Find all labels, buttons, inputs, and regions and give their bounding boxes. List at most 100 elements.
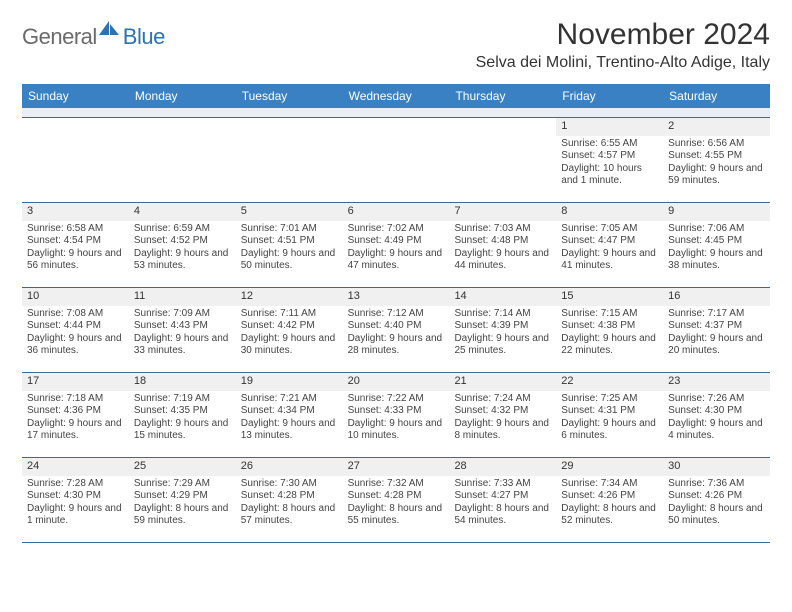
sunset-text: Sunset: 4:44 PM bbox=[27, 320, 124, 333]
day-cell: 7 Sunrise: 7:03 AMSunset: 4:48 PMDaylight… bbox=[449, 203, 556, 287]
sunrise-text: Sunrise: 7:14 AM bbox=[454, 308, 551, 321]
daylight-text: Daylight: 9 hours and 25 minutes. bbox=[454, 333, 551, 358]
daylight-text: Daylight: 9 hours and 4 minutes. bbox=[668, 418, 765, 443]
sunset-text: Sunset: 4:28 PM bbox=[348, 490, 445, 503]
daylight-text: Daylight: 9 hours and 56 minutes. bbox=[27, 248, 124, 273]
day-cell: 1 Sunrise: 6:55 AMSunset: 4:57 PMDaylight… bbox=[556, 118, 663, 202]
day-info: Sunrise: 7:26 AMSunset: 4:30 PMDaylight:… bbox=[668, 393, 765, 443]
day-info: Sunrise: 7:36 AMSunset: 4:26 PMDaylight:… bbox=[668, 478, 765, 528]
day-info: Sunrise: 7:03 AMSunset: 4:48 PMDaylight:… bbox=[454, 223, 551, 273]
sunrise-text: Sunrise: 7:26 AM bbox=[668, 393, 765, 406]
day-info: Sunrise: 7:11 AMSunset: 4:42 PMDaylight:… bbox=[241, 308, 338, 358]
daylight-text: Daylight: 8 hours and 52 minutes. bbox=[561, 503, 658, 528]
day-info: Sunrise: 7:24 AMSunset: 4:32 PMDaylight:… bbox=[454, 393, 551, 443]
day-info: Sunrise: 7:05 AMSunset: 4:47 PMDaylight:… bbox=[561, 223, 658, 273]
sunset-text: Sunset: 4:32 PM bbox=[454, 405, 551, 418]
day-number bbox=[449, 118, 556, 122]
day-cell: 2Sunrise: 6:56 AMSunset: 4:55 PMDaylight… bbox=[663, 118, 770, 202]
day-number: 19 bbox=[236, 373, 343, 391]
sunset-text: Sunset: 4:43 PM bbox=[134, 320, 231, 333]
day-info: Sunrise: 7:29 AMSunset: 4:29 PMDaylight:… bbox=[134, 478, 231, 528]
brand-logo: General Blue bbox=[22, 18, 165, 50]
week-row: 10Sunrise: 7:08 AMSunset: 4:44 PMDayligh… bbox=[22, 288, 770, 373]
sunrise-text: Sunrise: 7:30 AM bbox=[241, 478, 338, 491]
sunrise-text: Sunrise: 6:59 AM bbox=[134, 223, 231, 236]
daylight-text: Daylight: 9 hours and 33 minutes. bbox=[134, 333, 231, 358]
sunset-text: Sunset: 4:39 PM bbox=[454, 320, 551, 333]
page-header: General Blue November 2024 Selva dei Mol… bbox=[22, 18, 770, 72]
day-number: 4 bbox=[129, 203, 236, 221]
day-number bbox=[129, 118, 236, 122]
sunrise-text: Sunrise: 7:11 AM bbox=[241, 308, 338, 321]
spacer-row bbox=[22, 108, 770, 118]
day-info: Sunrise: 6:59 AMSunset: 4:52 PMDaylight:… bbox=[134, 223, 231, 273]
day-cell: 21Sunrise: 7:24 AMSunset: 4:32 PMDayligh… bbox=[449, 373, 556, 457]
daylight-text: Daylight: 9 hours and 30 minutes. bbox=[241, 333, 338, 358]
day-info: Sunrise: 6:55 AMSunset: 4:57 PMDaylight:… bbox=[561, 138, 658, 188]
day-number: 29 bbox=[556, 458, 663, 476]
daylight-text: Daylight: 9 hours and 1 minute. bbox=[27, 503, 124, 528]
daylight-text: Daylight: 8 hours and 55 minutes. bbox=[348, 503, 445, 528]
day-number: 26 bbox=[236, 458, 343, 476]
day-number: 22 bbox=[556, 373, 663, 391]
day-cell bbox=[449, 118, 556, 202]
day-header-row: Sunday Monday Tuesday Wednesday Thursday… bbox=[22, 84, 770, 108]
day-cell: 9Sunrise: 7:06 AMSunset: 4:45 PMDaylight… bbox=[663, 203, 770, 287]
day-header-friday: Friday bbox=[556, 84, 663, 108]
daylight-text: Daylight: 9 hours and 22 minutes. bbox=[561, 333, 658, 358]
day-number bbox=[343, 118, 450, 122]
day-info: Sunrise: 7:32 AMSunset: 4:28 PMDaylight:… bbox=[348, 478, 445, 528]
day-cell: 8Sunrise: 7:05 AMSunset: 4:47 PMDaylight… bbox=[556, 203, 663, 287]
day-number: 20 bbox=[343, 373, 450, 391]
sunrise-text: Sunrise: 7:06 AM bbox=[668, 223, 765, 236]
day-info: Sunrise: 7:34 AMSunset: 4:26 PMDaylight:… bbox=[561, 478, 658, 528]
week-row: 24Sunrise: 7:28 AMSunset: 4:30 PMDayligh… bbox=[22, 458, 770, 543]
day-cell: 24Sunrise: 7:28 AMSunset: 4:30 PMDayligh… bbox=[22, 458, 129, 542]
daylight-text: Daylight: 9 hours and 41 minutes. bbox=[561, 248, 658, 273]
sunrise-text: Sunrise: 7:18 AM bbox=[27, 393, 124, 406]
day-number: 13 bbox=[343, 288, 450, 306]
sunrise-text: Sunrise: 7:01 AM bbox=[241, 223, 338, 236]
sunset-text: Sunset: 4:30 PM bbox=[668, 405, 765, 418]
day-number: 28 bbox=[449, 458, 556, 476]
sunrise-text: Sunrise: 7:08 AM bbox=[27, 308, 124, 321]
day-info: Sunrise: 7:09 AMSunset: 4:43 PMDaylight:… bbox=[134, 308, 231, 358]
day-number: 14 bbox=[449, 288, 556, 306]
logo-text-blue: Blue bbox=[123, 24, 165, 50]
daylight-text: Daylight: 9 hours and 50 minutes. bbox=[241, 248, 338, 273]
sunset-text: Sunset: 4:27 PM bbox=[454, 490, 551, 503]
sunset-text: Sunset: 4:28 PM bbox=[241, 490, 338, 503]
day-number: 12 bbox=[236, 288, 343, 306]
day-number: 2 bbox=[663, 118, 770, 136]
day-cell: 12 Sunrise: 7:11 AMSunset: 4:42 PMDayligh… bbox=[236, 288, 343, 372]
day-number: 3 bbox=[22, 203, 129, 221]
sunrise-text: Sunrise: 7:17 AM bbox=[668, 308, 765, 321]
location-subtitle: Selva dei Molini, Trentino-Alto Adige, I… bbox=[476, 54, 770, 72]
day-info: Sunrise: 7:21 AMSunset: 4:34 PMDaylight:… bbox=[241, 393, 338, 443]
day-number bbox=[236, 118, 343, 122]
day-cell: 22Sunrise: 7:25 AMSunset: 4:31 PMDayligh… bbox=[556, 373, 663, 457]
week-row: 3Sunrise: 6:58 AMSunset: 4:54 PMDaylight… bbox=[22, 203, 770, 288]
sunrise-text: Sunrise: 7:33 AM bbox=[454, 478, 551, 491]
day-info: Sunrise: 7:02 AMSunset: 4:49 PMDaylight:… bbox=[348, 223, 445, 273]
day-info: Sunrise: 7:19 AMSunset: 4:35 PMDaylight:… bbox=[134, 393, 231, 443]
day-info: Sunrise: 7:28 AMSunset: 4:30 PMDaylight:… bbox=[27, 478, 124, 528]
day-info: Sunrise: 7:15 AMSunset: 4:38 PMDaylight:… bbox=[561, 308, 658, 358]
day-cell: 10Sunrise: 7:08 AMSunset: 4:44 PMDayligh… bbox=[22, 288, 129, 372]
sunset-text: Sunset: 4:55 PM bbox=[668, 150, 765, 163]
day-number: 16 bbox=[663, 288, 770, 306]
sunrise-text: Sunrise: 7:22 AM bbox=[348, 393, 445, 406]
day-info: Sunrise: 7:30 AMSunset: 4:28 PMDaylight:… bbox=[241, 478, 338, 528]
day-cell: 23Sunrise: 7:26 AMSunset: 4:30 PMDayligh… bbox=[663, 373, 770, 457]
sunset-text: Sunset: 4:48 PM bbox=[454, 235, 551, 248]
day-number: 18 bbox=[129, 373, 236, 391]
day-cell bbox=[343, 118, 450, 202]
sunrise-text: Sunrise: 7:19 AM bbox=[134, 393, 231, 406]
day-number: 7 bbox=[449, 203, 556, 221]
day-cell: 4 Sunrise: 6:59 AMSunset: 4:52 PMDaylight… bbox=[129, 203, 236, 287]
day-number: 1 bbox=[556, 118, 663, 136]
day-cell: 17Sunrise: 7:18 AMSunset: 4:36 PMDayligh… bbox=[22, 373, 129, 457]
day-info: Sunrise: 7:22 AMSunset: 4:33 PMDaylight:… bbox=[348, 393, 445, 443]
day-info: Sunrise: 7:17 AMSunset: 4:37 PMDaylight:… bbox=[668, 308, 765, 358]
day-cell: 16 Sunrise: 7:17 AMSunset: 4:37 PMDayligh… bbox=[663, 288, 770, 372]
